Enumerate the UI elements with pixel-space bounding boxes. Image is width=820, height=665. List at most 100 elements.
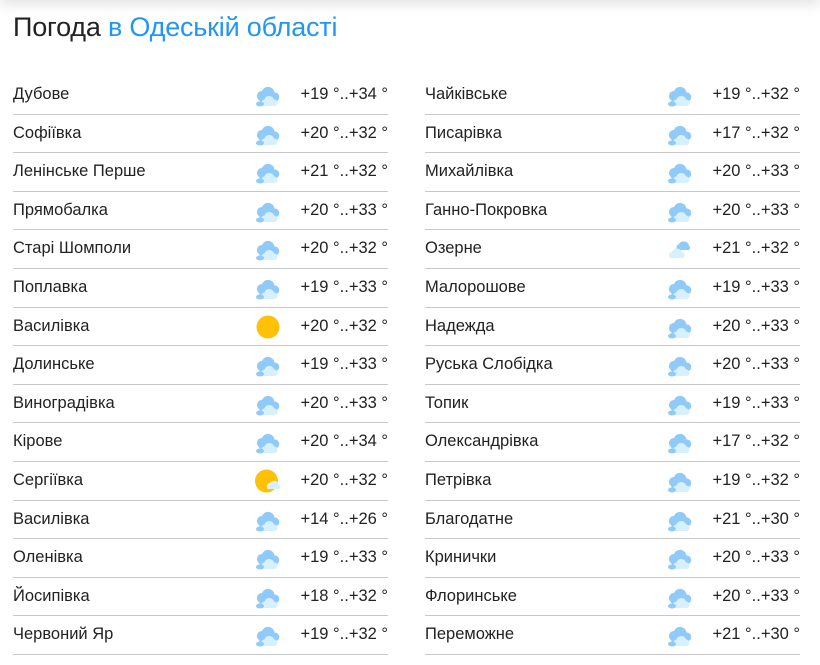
temperature-range: +20 °..+32 ° — [300, 316, 388, 335]
cloudy-icon — [666, 199, 694, 223]
temperature-range: +19 °..+33 ° — [300, 355, 388, 374]
city-name: Йосипівка — [13, 586, 90, 605]
city-name: Сергіївка — [13, 470, 84, 489]
temperature-range: +21 °..+32 ° — [300, 162, 388, 181]
city-name: Василівка — [13, 509, 90, 528]
city-name: Софіївка — [13, 123, 82, 142]
temperature-range: +19 °..+32 ° — [712, 85, 800, 103]
city-row[interactable]: Чайківське +19 °..+32 ° — [425, 76, 800, 115]
city-row[interactable]: Ганно-Покровка +20 °..+33 ° — [425, 192, 800, 231]
cloudy-icon — [254, 83, 282, 107]
city-row[interactable]: Дубове +19 °..+34 ° — [13, 76, 388, 115]
cloudy-icon — [666, 546, 694, 570]
temperature-range: +20 °..+33 ° — [712, 586, 800, 605]
temperature-range: +20 °..+32 ° — [300, 470, 388, 489]
city-name: Прямобалка — [13, 200, 108, 219]
cloudy-icon — [254, 392, 282, 416]
temperature-range: +19 °..+34 ° — [300, 85, 388, 103]
cloudy-icon — [254, 430, 282, 454]
city-row[interactable]: Переможне +21 °..+30 ° — [425, 616, 800, 655]
sun-icon — [254, 315, 282, 339]
temperature-range: +20 °..+33 ° — [300, 393, 388, 412]
cloudy-icon — [254, 623, 282, 647]
page-title: Погода в Одеській області — [13, 12, 337, 43]
city-row[interactable]: Долинське +19 °..+33 ° — [13, 346, 388, 385]
city-row[interactable]: Надежда +20 °..+33 ° — [425, 308, 800, 347]
city-row[interactable]: Василівка +20 °..+32 ° — [13, 308, 388, 347]
temperature-range: +21 °..+30 ° — [712, 509, 800, 528]
city-row[interactable]: Поплавка +19 °..+33 ° — [13, 269, 388, 308]
cloudy-icon — [254, 585, 282, 609]
cloudy-icon — [254, 508, 282, 532]
city-name: Ганно-Покровка — [425, 200, 548, 219]
cloudy-icon — [666, 122, 694, 146]
temperature-range: +20 °..+33 ° — [712, 316, 800, 335]
temperature-range: +20 °..+33 ° — [712, 355, 800, 374]
light-cloud-icon — [666, 237, 694, 261]
city-name: Кірове — [13, 432, 63, 451]
city-row[interactable]: Флоринське +20 °..+33 ° — [425, 578, 800, 617]
temperature-range: +19 °..+32 ° — [712, 470, 800, 489]
temperature-range: +14 °..+26 ° — [300, 509, 388, 528]
city-row[interactable]: Петрівка +19 °..+32 ° — [425, 462, 800, 501]
temperature-range: +20 °..+33 ° — [712, 162, 800, 181]
city-row[interactable]: Кринички +20 °..+33 ° — [425, 539, 800, 578]
city-row[interactable]: Руська Слобідка +20 °..+33 ° — [425, 346, 800, 385]
city-row[interactable]: Топик +19 °..+33 ° — [425, 385, 800, 424]
cloudy-icon — [666, 508, 694, 532]
temperature-range: +19 °..+33 ° — [300, 277, 388, 296]
cloudy-icon — [254, 546, 282, 570]
city-name: Благодатне — [425, 509, 514, 528]
city-row[interactable]: Малорошове +19 °..+33 ° — [425, 269, 800, 308]
cloudy-icon — [666, 353, 694, 377]
temperature-range: +17 °..+32 ° — [712, 123, 800, 142]
temperature-range: +19 °..+33 ° — [712, 393, 800, 412]
city-row[interactable]: Оленівка +19 °..+33 ° — [13, 539, 388, 578]
city-name: Старі Шомполи — [13, 239, 132, 258]
city-row[interactable]: Прямобалка +20 °..+33 ° — [13, 192, 388, 231]
city-name: Флоринське — [425, 586, 517, 605]
temperature-range: +19 °..+33 ° — [712, 277, 800, 296]
city-name: Руська Слобідка — [425, 355, 553, 374]
partly-cloudy-icon — [254, 469, 282, 493]
city-row[interactable]: Старі Шомполи +20 °..+32 ° — [13, 230, 388, 269]
city-row[interactable]: Сергіївка +20 °..+32 ° — [13, 462, 388, 501]
cloudy-icon — [666, 83, 694, 107]
city-name: Петрівка — [425, 470, 492, 489]
temperature-range: +18 °..+32 ° — [300, 586, 388, 605]
temperature-range: +20 °..+32 ° — [300, 123, 388, 142]
city-row[interactable]: Червоний Яр +19 °..+32 ° — [13, 616, 388, 655]
cloudy-icon — [254, 160, 282, 184]
temperature-range: +17 °..+32 ° — [712, 432, 800, 451]
city-row[interactable]: Михайлівка +20 °..+33 ° — [425, 153, 800, 192]
cloudy-icon — [254, 199, 282, 223]
city-row[interactable]: Василівка +14 °..+26 ° — [13, 501, 388, 540]
city-row[interactable]: Йосипівка +18 °..+32 ° — [13, 578, 388, 617]
cloudy-icon — [666, 469, 694, 493]
city-row[interactable]: Софіївка +20 °..+32 ° — [13, 115, 388, 154]
city-row[interactable]: Кірове +20 °..+34 ° — [13, 423, 388, 462]
city-row[interactable]: Виноградівка +20 °..+33 ° — [13, 385, 388, 424]
city-name: Топик — [425, 393, 469, 412]
city-name: Писарівка — [425, 123, 502, 142]
city-row[interactable]: Благодатне +21 °..+30 ° — [425, 501, 800, 540]
cloudy-icon — [666, 276, 694, 300]
city-list-left: Дубове +19 °..+34 ° Софіївка +20 °..+32 °… — [13, 76, 388, 655]
cloudy-icon — [254, 353, 282, 377]
city-name: Озерне — [425, 239, 482, 258]
city-name: Долинське — [13, 355, 95, 374]
city-name: Кринички — [425, 548, 497, 567]
cloudy-icon — [666, 392, 694, 416]
cloudy-icon — [666, 160, 694, 184]
city-row[interactable]: Писарівка +17 °..+32 ° — [425, 115, 800, 154]
city-row[interactable]: Ленінське Перше +21 °..+32 ° — [13, 153, 388, 192]
city-name: Малорошове — [425, 277, 526, 296]
city-row[interactable]: Олександрівка +17 °..+32 ° — [425, 423, 800, 462]
cloudy-icon — [666, 585, 694, 609]
city-name: Поплавка — [13, 277, 88, 296]
temperature-range: +19 °..+32 ° — [300, 625, 388, 644]
city-row[interactable]: Озерне +21 °..+32 ° — [425, 230, 800, 269]
temperature-range: +20 °..+33 ° — [712, 200, 800, 219]
temperature-range: +21 °..+32 ° — [712, 239, 800, 258]
city-name: Оленівка — [13, 548, 83, 567]
